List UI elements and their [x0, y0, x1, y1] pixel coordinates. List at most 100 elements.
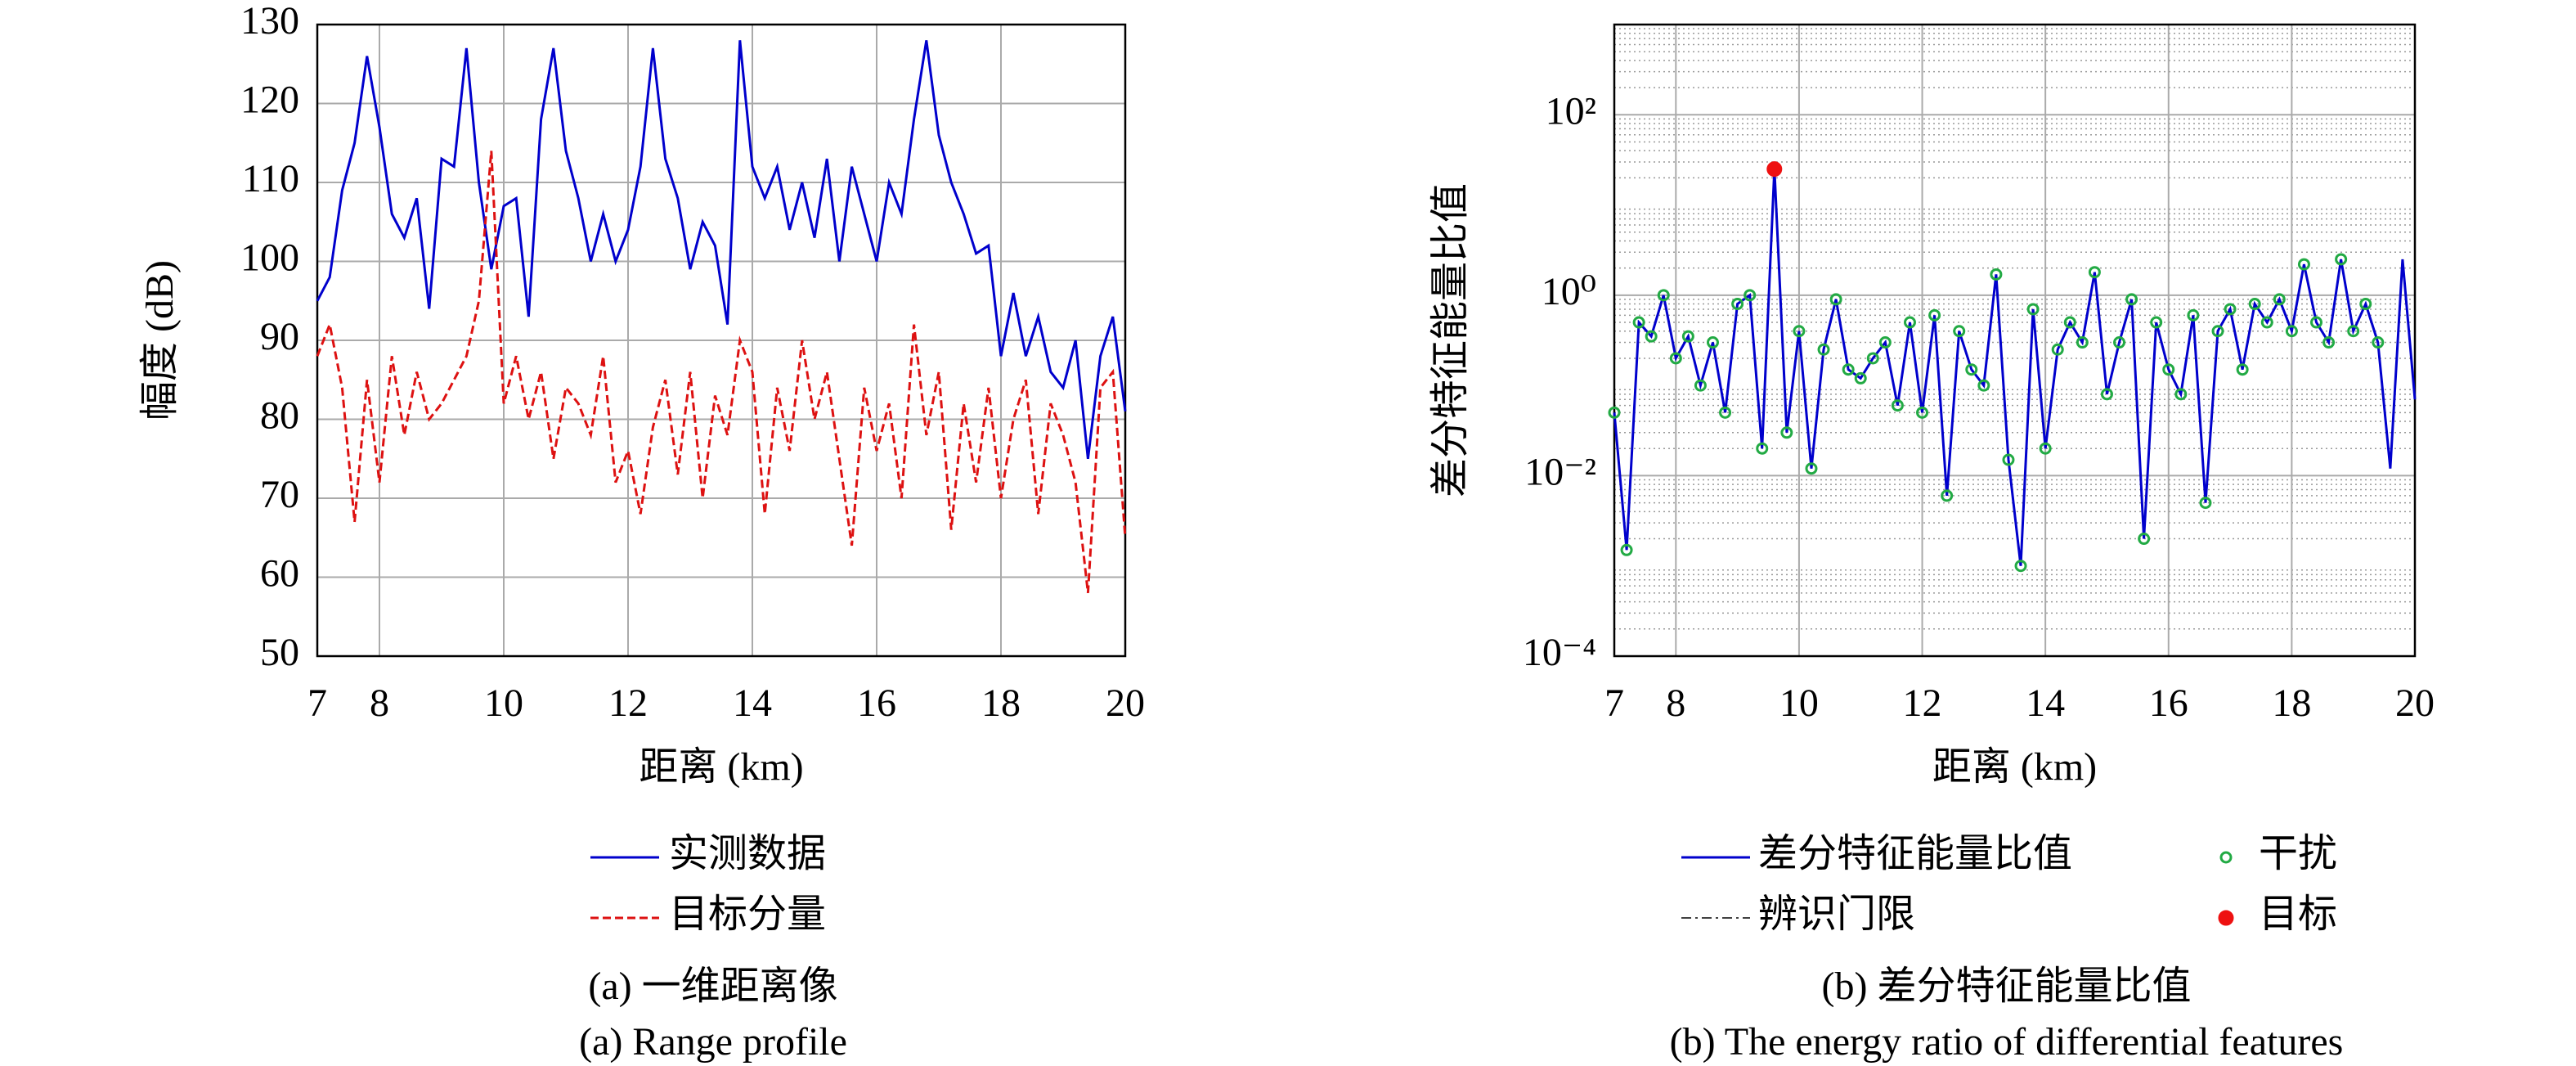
x-tick-label: 16	[2149, 681, 2188, 725]
data-point	[1632, 316, 1645, 329]
legend-label: 目标分量	[669, 893, 826, 936]
x-tick-label: 8	[1666, 681, 1685, 725]
y-tick-label: 50	[260, 631, 299, 674]
data-point	[1744, 289, 1757, 302]
x-tick-label: 8	[370, 681, 389, 725]
data-point	[1990, 268, 2003, 281]
data-point	[2150, 316, 2163, 329]
data-point	[2051, 343, 2064, 356]
data-point	[2014, 560, 2027, 573]
data-point	[1916, 406, 1929, 419]
data-point	[1829, 293, 1842, 306]
data-point	[2113, 336, 2126, 349]
data-point	[2174, 388, 2188, 401]
y-tick-label: 60	[260, 552, 299, 596]
data-point	[1780, 426, 1793, 439]
y-tick-label: 90	[260, 315, 299, 358]
y-tick-label: 100	[240, 236, 299, 280]
y-tick-label: 10⁻²	[1524, 450, 1596, 493]
data-point	[1903, 316, 1916, 329]
data-point	[2273, 293, 2286, 306]
data-point	[2063, 316, 2076, 329]
data-point	[1891, 399, 1904, 412]
legend-label: 目标	[2259, 893, 2337, 936]
data-point	[1756, 442, 1769, 455]
data-point	[1766, 161, 1783, 178]
data-point	[1657, 289, 1670, 302]
data-point	[1731, 298, 1744, 311]
x-tick-label: 16	[857, 681, 896, 725]
data-point	[1977, 379, 1990, 392]
data-point	[1866, 352, 1879, 365]
x-tick-label: 14	[733, 681, 772, 725]
caption: (b) 差分特征能量比值	[1822, 965, 2192, 1008]
x-axis-label: 距离 (km)	[639, 745, 803, 789]
data-point	[1842, 363, 1855, 376]
data-point	[1953, 325, 1966, 338]
data-point	[2100, 388, 2113, 401]
plot-frame	[1613, 23, 2417, 658]
data-point	[1719, 406, 1732, 419]
x-tick-label: 14	[2026, 681, 2065, 725]
data-point	[2297, 258, 2310, 271]
legend-swatch	[2218, 910, 2234, 926]
data-point	[2236, 363, 2249, 376]
data-point	[2039, 442, 2052, 455]
data-point	[1669, 352, 1682, 365]
legend-label: 实测数据	[669, 832, 826, 875]
data-line	[1613, 169, 2417, 566]
data-point	[2076, 336, 2089, 349]
data-line	[316, 40, 1127, 459]
data-point	[1681, 330, 1694, 343]
x-tick-label: 12	[608, 681, 648, 725]
y-tick-label: 110	[242, 157, 299, 200]
x-tick-label: 10	[1779, 681, 1819, 725]
plot-frame	[316, 23, 1127, 658]
y-axis-label: 幅度 (dB)	[138, 260, 182, 421]
data-point	[1878, 336, 1892, 349]
x-tick-label: 10	[484, 681, 523, 725]
data-point	[2088, 266, 2101, 279]
data-point	[1941, 489, 1954, 502]
data-point	[2260, 316, 2273, 329]
data-point	[1805, 462, 1818, 475]
data-point	[1817, 343, 1830, 356]
y-tick-label: 10⁰	[1542, 270, 1596, 313]
data-point	[2162, 363, 2175, 376]
legend-label: 辨识门限	[1758, 893, 1915, 936]
data-point	[2026, 303, 2040, 316]
x-tick-label: 18	[2272, 681, 2311, 725]
data-point	[2335, 253, 2348, 266]
y-tick-label: 120	[240, 79, 299, 122]
data-point	[1793, 325, 1806, 338]
data-point	[2322, 336, 2336, 349]
data-point	[2310, 316, 2323, 329]
x-tick-label: 20	[2395, 681, 2435, 725]
data-point	[1928, 308, 1941, 322]
data-point	[2285, 325, 2298, 338]
legend-swatch	[2219, 851, 2233, 864]
data-point	[1645, 330, 1658, 343]
data-point	[2372, 336, 2385, 349]
data-point	[2211, 325, 2224, 338]
data-point	[1706, 336, 1719, 349]
data-point	[2199, 497, 2212, 510]
data-point	[2138, 533, 2151, 546]
x-axis-label: 距离 (km)	[1932, 745, 2097, 789]
data-point	[2002, 453, 2015, 466]
data-point	[2125, 293, 2138, 306]
y-tick-label: 10⁻⁴	[1523, 631, 1596, 674]
x-tick-label: 7	[307, 681, 327, 725]
data-point	[2248, 298, 2261, 311]
x-tick-label: 20	[1106, 681, 1145, 725]
y-tick-label: 130	[240, 0, 299, 43]
x-tick-label: 12	[1903, 681, 1942, 725]
x-tick-label: 18	[981, 681, 1021, 725]
caption: (a) 一维距离像	[588, 965, 837, 1008]
data-point	[1608, 406, 1621, 419]
legend-label: 干扰	[2259, 832, 2337, 875]
data-point	[1620, 543, 1633, 556]
caption: (a) Range profile	[579, 1020, 847, 1064]
y-tick-label: 10²	[1546, 89, 1596, 133]
